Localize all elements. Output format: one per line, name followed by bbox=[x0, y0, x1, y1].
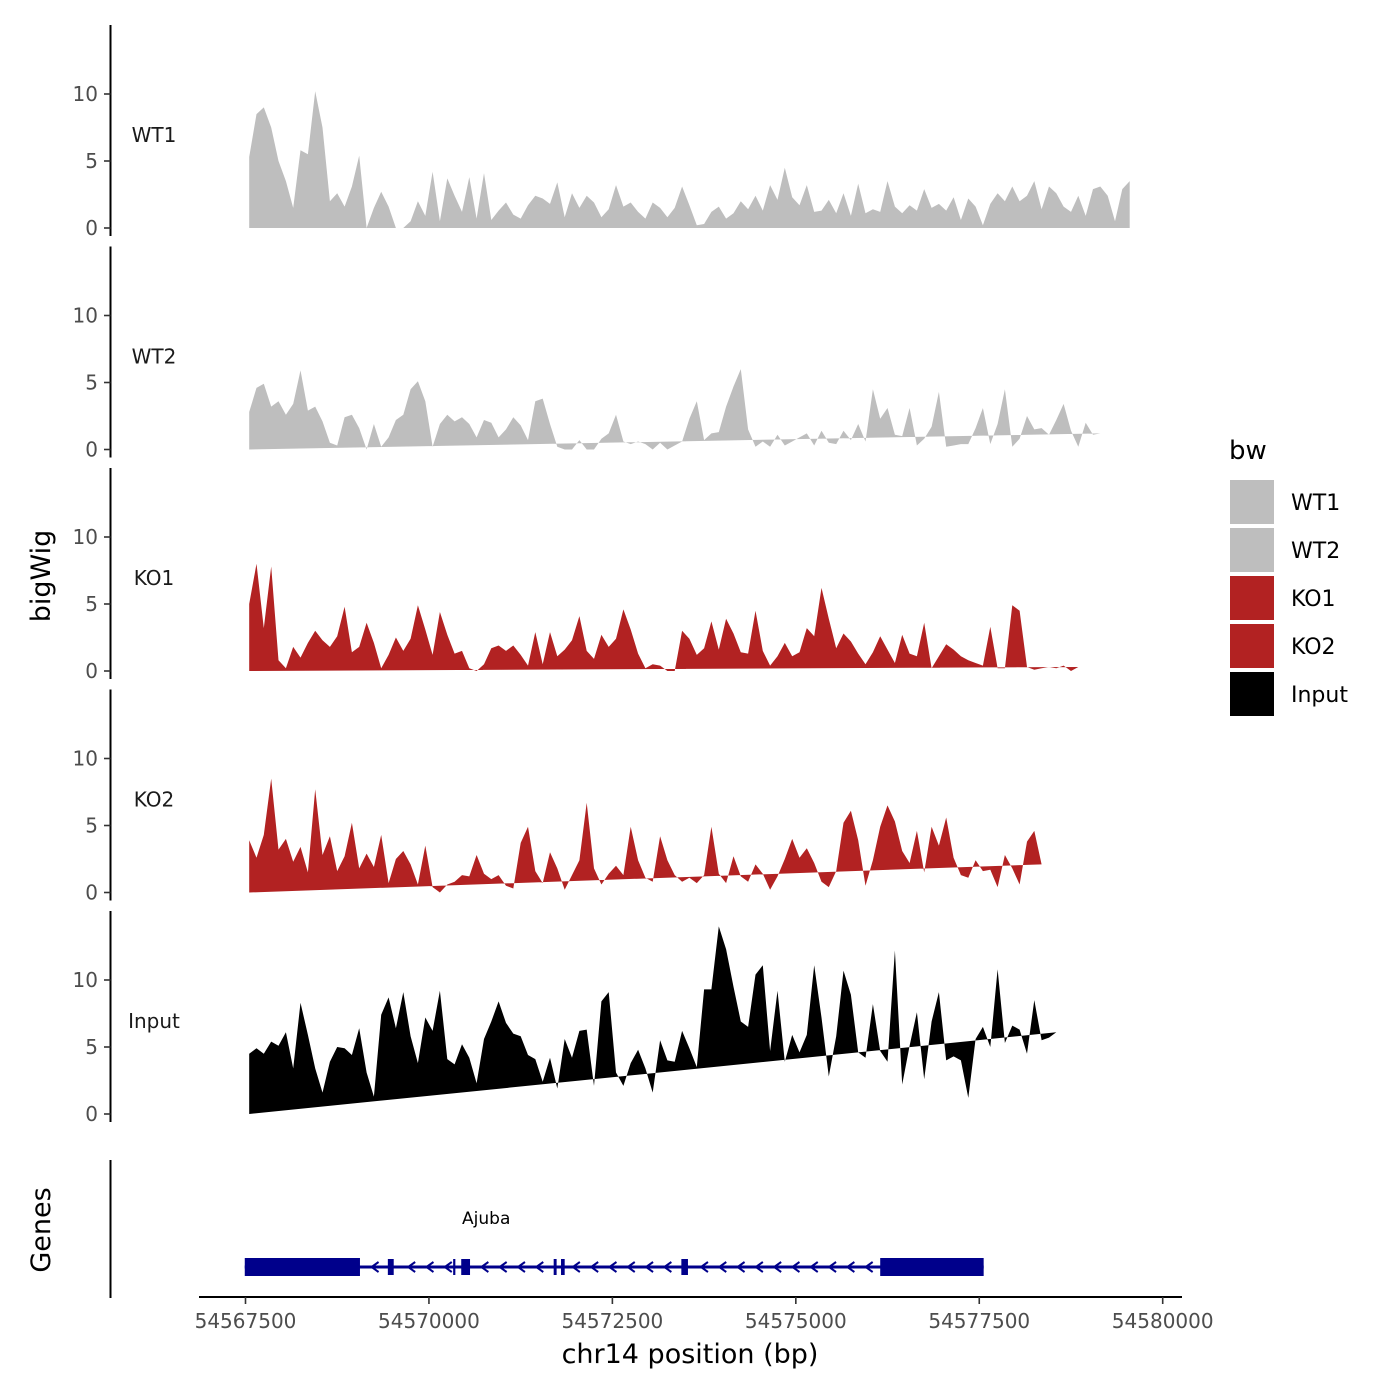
y-tick-label: 10 bbox=[73, 304, 98, 328]
y-tick-label: 5 bbox=[85, 814, 98, 838]
strand-arrow bbox=[479, 1261, 489, 1273]
strand-arrow bbox=[863, 1261, 874, 1273]
x-tick-label: 54575000 bbox=[745, 1309, 847, 1333]
y-tick-label: 10 bbox=[73, 525, 98, 549]
strand-arrow bbox=[424, 1261, 435, 1273]
legend-label-input: Input bbox=[1291, 683, 1348, 708]
strand-arrow bbox=[369, 1261, 380, 1273]
y-axis-title: bigWig bbox=[26, 530, 57, 623]
track-area-input bbox=[249, 926, 1057, 1114]
strand-arrow bbox=[717, 1261, 727, 1273]
y-tick-label: 5 bbox=[85, 592, 98, 616]
track-panel-ko2: 0 5 10 KO2 bbox=[73, 689, 1042, 905]
gene-exon bbox=[453, 1259, 456, 1275]
gene-exon bbox=[387, 1259, 394, 1275]
track-label-wt1: WT1 bbox=[132, 123, 177, 147]
legend-swatch-input bbox=[1230, 672, 1274, 716]
strand-arrow bbox=[534, 1261, 544, 1273]
strand-arrow bbox=[772, 1261, 782, 1273]
legend-swatch-wt2 bbox=[1230, 528, 1274, 572]
x-tick-label: 54572500 bbox=[561, 1309, 663, 1333]
gene-exon bbox=[244, 1258, 360, 1276]
y-tick-label: 0 bbox=[85, 438, 98, 462]
strand-arrow bbox=[607, 1261, 618, 1273]
strand-arrow bbox=[790, 1261, 801, 1273]
genes-panel-title: Genes bbox=[26, 1187, 57, 1272]
gene-exon bbox=[880, 1258, 984, 1276]
legend-title: bw bbox=[1229, 436, 1267, 466]
y-tick-label: 5 bbox=[85, 371, 98, 395]
tracks-layer: 0 5 10 WT1 0 5 10 WT2 0 5 10 KO1 0 5 10 KO2 0 5 10 Input bbox=[73, 25, 1130, 1126]
strand-arrow bbox=[443, 1261, 453, 1273]
y-tick-label: 0 bbox=[85, 881, 98, 905]
strand-arrow bbox=[626, 1261, 636, 1273]
track-panel-ko1: 0 5 10 KO1 bbox=[73, 468, 1079, 683]
y-tick-label: 10 bbox=[73, 747, 98, 771]
y-tick-label: 10 bbox=[73, 968, 98, 992]
track-panel-wt1: 0 5 10 WT1 bbox=[73, 25, 1130, 240]
x-tick-label: 54577500 bbox=[928, 1309, 1030, 1333]
strand-arrow bbox=[827, 1261, 837, 1273]
y-tick-label: 5 bbox=[85, 1035, 98, 1059]
gene-name-label: Ajuba bbox=[462, 1209, 510, 1229]
legend-swatch-ko1 bbox=[1230, 576, 1274, 620]
x-tick-label: 54580000 bbox=[1112, 1309, 1214, 1333]
strand-arrow bbox=[406, 1261, 416, 1273]
y-tick-label: 10 bbox=[73, 82, 98, 106]
y-tick-label: 0 bbox=[85, 216, 98, 240]
legend-label-ko2: KO2 bbox=[1291, 635, 1336, 660]
y-tick-label: 5 bbox=[85, 149, 98, 173]
strand-arrow bbox=[497, 1261, 508, 1273]
track-area-ko1 bbox=[249, 563, 1079, 671]
strand-arrow bbox=[644, 1261, 654, 1273]
track-label-input: Input bbox=[128, 1009, 180, 1033]
strand-arrow bbox=[754, 1261, 764, 1273]
strand-arrow bbox=[735, 1261, 746, 1273]
strand-arrow bbox=[845, 1261, 855, 1273]
track-area-ko2 bbox=[249, 778, 1042, 893]
x-axis-title: chr14 position (bp) bbox=[562, 1339, 819, 1370]
strand-arrow bbox=[516, 1261, 526, 1273]
x-axis: 54567500 54570000 54572500 54575000 54577500… bbox=[195, 1296, 1214, 1333]
gene-exon bbox=[461, 1259, 471, 1275]
track-label-wt2: WT2 bbox=[132, 345, 177, 369]
strand-arrow bbox=[589, 1261, 599, 1273]
legend-label-wt1: WT1 bbox=[1291, 491, 1340, 516]
x-tick-label: 54570000 bbox=[378, 1309, 480, 1333]
legend-swatch-wt1 bbox=[1230, 480, 1274, 524]
strand-arrow bbox=[809, 1261, 819, 1273]
strand-arrow bbox=[571, 1261, 581, 1273]
track-panel-wt2: 0 5 10 WT2 bbox=[73, 246, 1101, 462]
y-tick-label: 0 bbox=[85, 659, 98, 683]
legend-label-ko1: KO1 bbox=[1291, 587, 1336, 612]
track-label-ko1: KO1 bbox=[134, 566, 175, 590]
legend: bw WT1 WT2 KO1 KO2 Input bbox=[1229, 436, 1348, 716]
legend-label-wt2: WT2 bbox=[1291, 539, 1340, 564]
strand-arrow bbox=[662, 1261, 672, 1273]
legend-swatch-ko2 bbox=[1230, 624, 1274, 668]
track-area-wt2 bbox=[249, 369, 1101, 450]
y-tick-label: 0 bbox=[85, 1102, 98, 1126]
gene-panel: Ajuba bbox=[109, 1160, 984, 1298]
strand-arrow bbox=[699, 1261, 709, 1273]
gene-exon bbox=[681, 1259, 688, 1275]
gene-exon bbox=[553, 1259, 557, 1275]
track-label-ko2: KO2 bbox=[134, 788, 175, 812]
gene-exon bbox=[561, 1259, 565, 1275]
track-panel-input: 0 5 10 Input bbox=[73, 911, 1057, 1126]
x-tick-label: 54567500 bbox=[195, 1309, 297, 1333]
track-area-wt1 bbox=[249, 91, 1130, 228]
